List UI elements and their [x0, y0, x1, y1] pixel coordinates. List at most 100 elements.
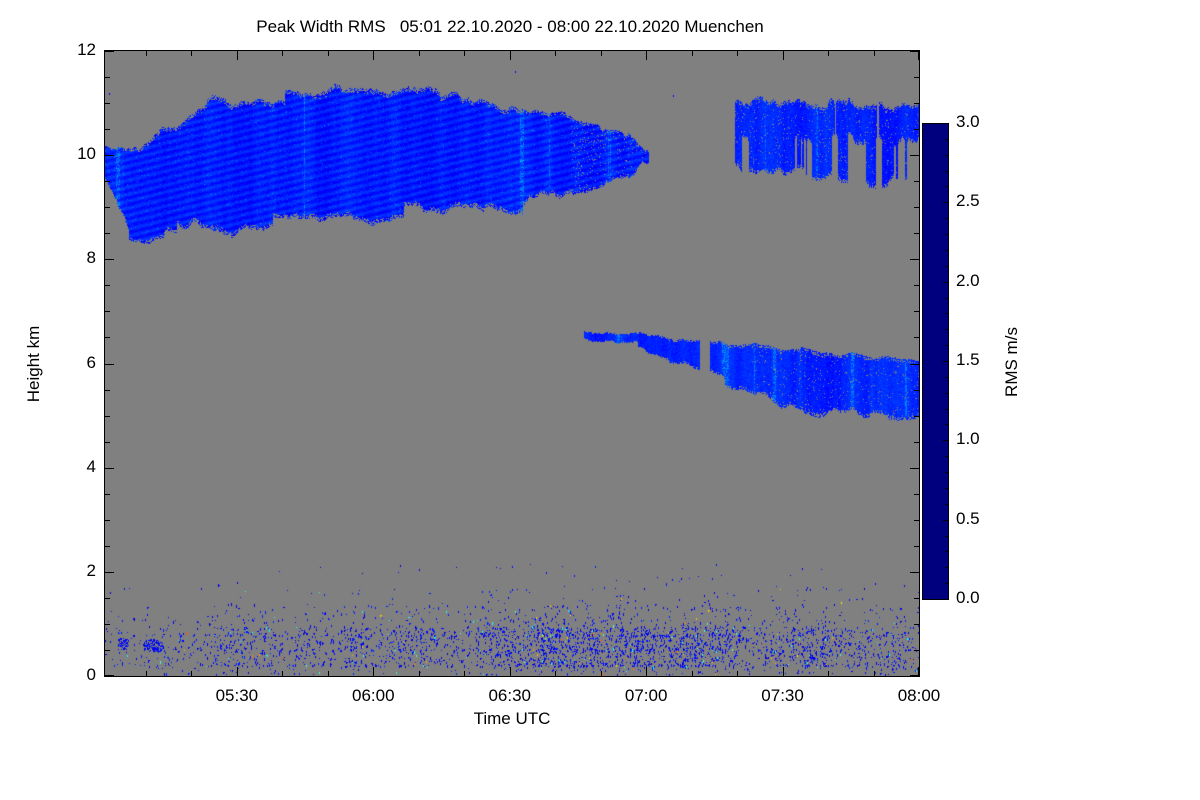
y-axis-tick-right [914, 285, 919, 286]
y-axis-tick-right [914, 181, 919, 182]
x-tick-label: 05:30 [215, 686, 259, 705]
x-axis-tick [646, 667, 647, 676]
colorbar-tick [945, 393, 949, 394]
y-axis-tick [105, 364, 114, 365]
y-axis-tick-right [914, 77, 919, 78]
y-axis-tick-right [914, 390, 919, 391]
x-axis-tick [464, 671, 465, 676]
colorbar-tick [943, 361, 949, 362]
colorbar-tick-label: 1.0 [956, 429, 980, 449]
x-axis-title: Time UTC [473, 709, 551, 728]
y-axis-tick [105, 181, 110, 182]
x-axis-tick-top [555, 51, 556, 56]
x-axis-tick [373, 667, 374, 676]
y-axis-tick [105, 675, 114, 676]
y-axis-tick [105, 259, 114, 260]
x-axis-tick-top [510, 51, 511, 60]
y-axis-tick-right [910, 51, 919, 52]
y-axis-tick-right [914, 129, 919, 130]
y-axis-tick-right [914, 494, 919, 495]
x-axis-tick-top [918, 51, 919, 60]
plot-area [104, 50, 920, 677]
x-axis-tick [237, 667, 238, 676]
colorbar-tick [943, 520, 949, 521]
x-axis-tick-top [601, 51, 602, 56]
colorbar-tick-label: 0.0 [956, 588, 980, 607]
x-axis-tick [328, 671, 329, 676]
y-axis-tick-right [914, 546, 919, 547]
colorbar-tick [945, 456, 949, 457]
y-axis-title: Height km [24, 325, 43, 403]
y-axis-tick [105, 390, 110, 391]
y-axis-tick-right [914, 207, 919, 208]
x-tick-label: 07:00 [624, 686, 668, 705]
y-axis-tick-right [910, 155, 919, 156]
y-axis-tick-right [914, 103, 919, 104]
x-axis-tick [783, 667, 784, 676]
y-axis-tick [105, 155, 114, 156]
y-axis-tick-right [914, 337, 919, 338]
x-tick-label: 07:30 [761, 686, 804, 705]
y-axis-tick [105, 103, 110, 104]
colorbar-tick [945, 329, 949, 330]
colorbar-tick [945, 536, 949, 537]
colorbar-tick-label: 2.0 [956, 270, 980, 290]
y-axis-tick-right [914, 624, 919, 625]
x-tick-label: 06:30 [488, 686, 531, 705]
x-axis-tick [828, 671, 829, 676]
colorbar-tick [945, 345, 949, 346]
colorbar-tick-label: 1.5 [956, 350, 980, 369]
y-tick-label: 12 [77, 40, 96, 59]
y-axis-tick [105, 494, 110, 495]
colorbar-tick [945, 472, 949, 473]
y-tick-label: 10 [77, 144, 96, 164]
y-axis-tick [105, 233, 110, 234]
colorbar-tick [943, 123, 949, 124]
colorbar-tick [945, 266, 949, 267]
y-axis-tick [105, 442, 110, 443]
x-axis-tick-top [419, 51, 420, 56]
colorbar-tick [945, 218, 949, 219]
colorbar-tick [945, 424, 949, 425]
y-tick-label: 0 [86, 665, 96, 684]
x-axis-tick-top [191, 51, 192, 56]
y-axis-tick [105, 546, 110, 547]
x-axis-tick-top [328, 51, 329, 56]
colorbar-title: RMS m/s [1002, 327, 1021, 397]
colorbar-tick [945, 298, 949, 299]
colorbar-tick [945, 155, 949, 156]
y-axis-tick [105, 285, 110, 286]
y-tick-label: 6 [86, 352, 96, 372]
y-axis-tick [105, 520, 110, 521]
y-axis-tick-right [910, 675, 919, 676]
y-axis-tick-right [910, 572, 919, 573]
y-axis-tick-right [914, 311, 919, 312]
colorbar-tick [945, 488, 949, 489]
y-axis-tick-right [910, 364, 919, 365]
x-axis-tick-top [646, 51, 647, 60]
y-axis-tick [105, 77, 110, 78]
colorbar-tick [943, 282, 949, 283]
colorbar-tick [945, 313, 949, 314]
y-axis-tick-right [910, 468, 919, 469]
colorbar-tick [945, 551, 949, 552]
x-axis-tick-top [692, 51, 693, 56]
y-axis-tick-right [914, 233, 919, 234]
y-axis-tick [105, 416, 110, 417]
y-axis-tick [105, 598, 110, 599]
x-axis-tick-top [464, 51, 465, 56]
colorbar-tick [945, 377, 949, 378]
x-tick-label: 06:00 [352, 686, 395, 705]
colorbar-tick [945, 250, 949, 251]
x-axis-tick [874, 671, 875, 676]
x-tick-label: 08:00 [897, 686, 941, 705]
colorbar-tick-label: 0.5 [956, 508, 980, 528]
colorbar-tick [945, 583, 949, 584]
colorbar-tick [945, 504, 949, 505]
colorbar-tick [945, 409, 949, 410]
x-axis-tick [510, 667, 511, 676]
x-axis-tick-top [373, 51, 374, 60]
y-axis-tick-right [914, 416, 919, 417]
x-axis-tick-top [237, 51, 238, 60]
